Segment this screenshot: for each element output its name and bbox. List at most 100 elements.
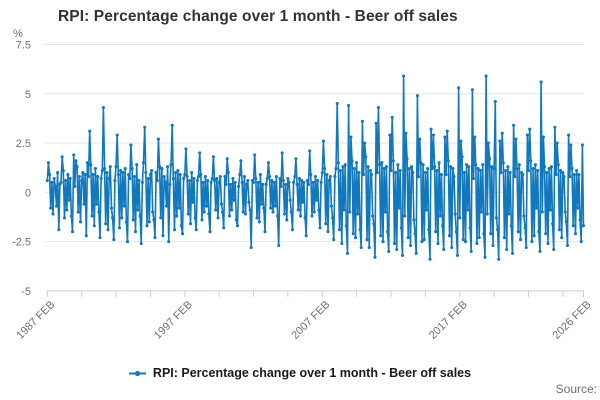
series-point [546, 241, 550, 246]
series-point [373, 255, 377, 259]
series-point [378, 163, 382, 167]
series-point [454, 230, 458, 234]
series-point [229, 182, 233, 186]
series-point [260, 202, 264, 206]
series-point [99, 176, 103, 181]
series-point [69, 214, 73, 218]
series-point [138, 214, 142, 218]
series-point [350, 159, 354, 163]
series-point [485, 212, 489, 216]
series-point [194, 228, 198, 232]
series-point [352, 167, 356, 171]
series-point [513, 174, 517, 179]
series-point [311, 180, 315, 184]
series-point [279, 184, 283, 188]
series-point [340, 241, 344, 246]
series-point [93, 167, 97, 171]
series-point [416, 174, 421, 179]
series-point [248, 208, 252, 212]
series-point [466, 208, 470, 212]
series-point [256, 180, 260, 184]
series-point [305, 178, 309, 183]
series-point [187, 178, 191, 183]
series-point [224, 182, 228, 186]
series-point [392, 241, 397, 246]
series-point [579, 240, 583, 244]
series-point [559, 169, 563, 173]
series-point [351, 232, 355, 236]
series-point [130, 167, 134, 171]
series-point [573, 232, 578, 236]
series-point [433, 165, 437, 169]
series-point [272, 180, 276, 184]
series-point [116, 173, 120, 177]
series-point [504, 169, 508, 173]
series-point [298, 214, 303, 218]
series-point [530, 240, 534, 244]
series-point [444, 173, 448, 177]
series-point [288, 198, 292, 202]
series-point [439, 173, 443, 177]
series-point [237, 184, 241, 188]
series-point [415, 94, 419, 98]
legend-item[interactable]: RPI: Percentage change over 1 month - Be… [0, 364, 600, 382]
series-point [339, 169, 343, 173]
series-point [56, 171, 60, 175]
series-point [395, 247, 399, 252]
series-point [552, 247, 556, 252]
series-point [203, 174, 207, 179]
series-point [254, 176, 258, 181]
series-point [492, 167, 496, 171]
series-point [172, 228, 177, 232]
series-point [404, 131, 408, 135]
series-point [294, 157, 298, 161]
series-point [135, 163, 139, 167]
series-point [375, 171, 379, 175]
series-point [578, 218, 582, 222]
series-point [246, 178, 250, 183]
series-point [496, 228, 500, 232]
series-point [428, 257, 432, 261]
series-point [361, 173, 366, 177]
series-point [243, 212, 248, 216]
series-point [528, 127, 532, 131]
series-point [564, 220, 568, 224]
series-point [314, 198, 319, 202]
series-point [533, 163, 537, 167]
series-point [341, 165, 345, 169]
series-point [281, 178, 285, 183]
series-point [176, 169, 180, 173]
series-point [402, 74, 406, 78]
series-point [202, 210, 206, 214]
series-point [403, 214, 407, 218]
series-point [251, 180, 256, 184]
series-point [536, 169, 540, 173]
series-point [137, 178, 141, 183]
x-axis-tick-label: 1987 FEB [14, 299, 57, 342]
series-point [516, 230, 520, 234]
series-point [92, 224, 96, 228]
series-point [91, 173, 95, 177]
series-point [295, 182, 299, 186]
series-point [146, 176, 150, 181]
series-point [459, 139, 463, 143]
series-point [65, 208, 69, 212]
series-point [115, 133, 119, 137]
series-point [556, 163, 560, 167]
x-axis-tick-label: 1997 FEB [152, 299, 195, 342]
series-point [274, 174, 278, 179]
series-point [268, 174, 272, 179]
series-point [209, 180, 213, 184]
series-point [446, 159, 450, 163]
series-point [241, 210, 245, 214]
series-point [399, 226, 403, 230]
series-point [215, 176, 219, 181]
series-point [382, 167, 386, 171]
series-point [394, 171, 398, 175]
series-point [221, 210, 225, 214]
series-point [125, 240, 130, 244]
series-point [308, 149, 312, 153]
series-point [304, 234, 308, 238]
series-point [76, 210, 80, 214]
series-point [186, 212, 190, 216]
